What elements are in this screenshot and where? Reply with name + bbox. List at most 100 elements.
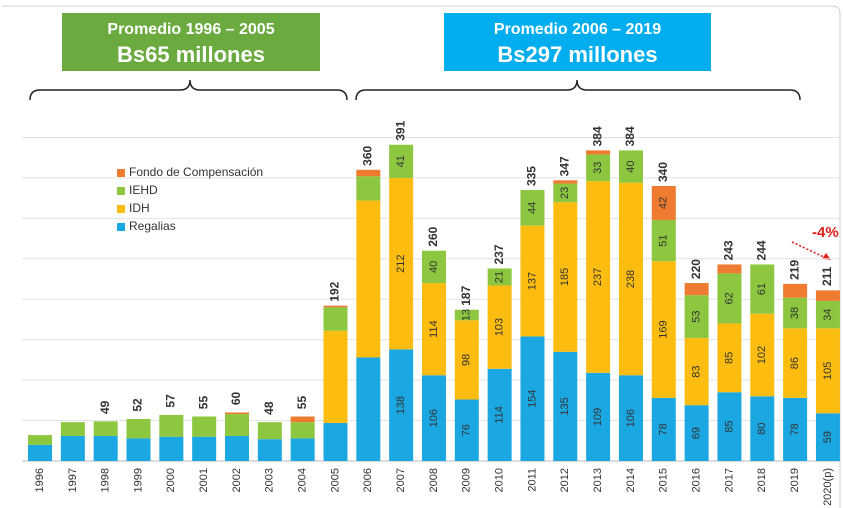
bar-segment xyxy=(750,396,775,461)
segment-label: 114 xyxy=(428,320,440,338)
bar-segment xyxy=(618,150,643,183)
bar-segment xyxy=(520,190,545,226)
bar-segment xyxy=(389,144,414,178)
x-tick-label: 2001 xyxy=(198,468,210,492)
x-tick-label: 1999 xyxy=(132,468,144,492)
frame xyxy=(2,5,841,508)
bar-segment xyxy=(224,414,249,436)
segment-label: 40 xyxy=(428,261,440,273)
bar-segment xyxy=(257,439,282,461)
total-label: 335 xyxy=(525,166,539,186)
total-label: 360 xyxy=(360,145,374,165)
period-value: Bs65 millones xyxy=(117,42,265,67)
bar-segment xyxy=(192,436,217,461)
total-label: 52 xyxy=(131,398,145,412)
brace xyxy=(29,79,348,101)
segment-label: 80 xyxy=(756,423,768,435)
bar-segment xyxy=(815,413,840,461)
total-label: 55 xyxy=(295,396,309,410)
bar-segment xyxy=(454,309,479,321)
bar-segment xyxy=(93,435,118,461)
bar-segment xyxy=(257,422,282,440)
segment-label: 78 xyxy=(658,423,670,435)
total-label: 57 xyxy=(164,394,178,408)
bar-segment xyxy=(783,283,808,298)
segment-label: 41 xyxy=(395,155,407,167)
total-label: 55 xyxy=(196,396,210,410)
segment-label: 98 xyxy=(461,354,473,366)
total-label: 187 xyxy=(459,285,473,305)
segment-label: 106 xyxy=(625,409,637,427)
bar-segment xyxy=(60,435,85,461)
total-label: 237 xyxy=(492,244,506,264)
segment-label: 69 xyxy=(691,427,703,439)
segment-label: 135 xyxy=(559,397,571,415)
total-label: 49 xyxy=(98,400,112,414)
bar-segment xyxy=(126,418,151,439)
x-tick-label: 2007 xyxy=(395,468,407,492)
bar-segment xyxy=(520,336,545,461)
bar-segment xyxy=(651,185,676,220)
period-title: Promedio 1996 – 2005 xyxy=(107,21,274,38)
segment-label: 85 xyxy=(723,352,735,364)
segment-label: 83 xyxy=(691,365,703,377)
segment-label: 59 xyxy=(822,431,834,443)
bar-segment xyxy=(815,328,840,414)
segment-label: 86 xyxy=(789,357,801,369)
legend-label: IEHD xyxy=(129,183,158,197)
segment-label: 33 xyxy=(592,162,604,174)
x-tick-label: 1996 xyxy=(34,468,46,492)
segment-label: 185 xyxy=(559,268,571,286)
bar-segment xyxy=(717,323,742,393)
bar-segment xyxy=(487,368,512,461)
arrow xyxy=(791,241,827,259)
segment-label: 21 xyxy=(494,271,506,283)
segment-label: 78 xyxy=(789,423,801,435)
bar-segment xyxy=(750,264,775,314)
x-tick-label: 2014 xyxy=(625,468,637,492)
arrow-head xyxy=(822,253,831,260)
legend-label: Fondo de Compensación xyxy=(129,165,263,179)
bar-segment xyxy=(783,328,808,398)
legend-swatch xyxy=(117,205,125,213)
segment-label: 114 xyxy=(494,406,506,424)
bar-segment xyxy=(421,250,446,284)
annotation: -4% xyxy=(812,224,839,241)
segment-label: 40 xyxy=(625,160,637,172)
bar-segment xyxy=(487,268,512,286)
x-tick-label: 2013 xyxy=(592,468,604,492)
x-tick-label: 2017 xyxy=(723,468,735,492)
x-tick-label: 2004 xyxy=(297,468,309,492)
bar-segment xyxy=(750,313,775,397)
bar-segment xyxy=(224,435,249,461)
bar-segment xyxy=(586,154,611,182)
total-label: 243 xyxy=(722,240,736,260)
bar-segment xyxy=(323,422,348,461)
bar-segment xyxy=(323,307,348,331)
bar-segment xyxy=(356,176,381,201)
brace xyxy=(355,79,801,101)
segment-label: 62 xyxy=(723,292,735,304)
segment-label: 85 xyxy=(723,420,735,432)
bar-segment xyxy=(389,177,414,350)
bar-segment xyxy=(684,295,709,339)
x-tick-label: 2019 xyxy=(789,468,801,492)
bar-segment xyxy=(323,305,348,308)
bar-segment xyxy=(553,180,578,184)
segment-label: 76 xyxy=(461,424,473,436)
bar-segment xyxy=(421,375,446,461)
legend-swatch xyxy=(117,169,125,177)
x-tick-label: 1998 xyxy=(100,468,112,492)
bar-segment xyxy=(421,283,446,376)
total-label: 391 xyxy=(393,120,407,140)
total-label: 340 xyxy=(656,162,670,182)
segment-label: 102 xyxy=(756,346,768,364)
bar-segment xyxy=(586,150,611,155)
bar-segment xyxy=(553,183,578,203)
x-tick-label: 2005 xyxy=(329,468,341,492)
period-title: Promedio 2006 – 2019 xyxy=(494,21,661,38)
segment-label: 154 xyxy=(526,390,538,408)
total-label: 384 xyxy=(623,126,637,146)
bar-segment xyxy=(159,414,184,437)
